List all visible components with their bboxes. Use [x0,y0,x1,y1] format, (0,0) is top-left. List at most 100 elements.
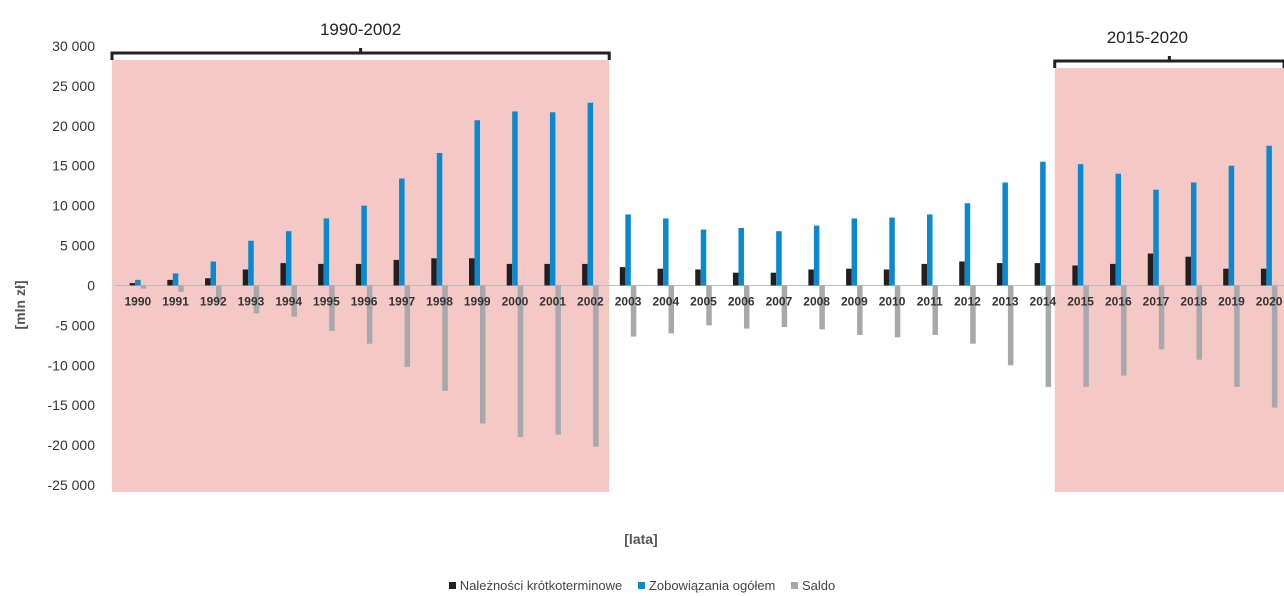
x-tick-label: 2013 [992,294,1019,308]
bar [1121,285,1127,376]
bar [1072,265,1078,286]
y-tick-label: 15 000 [52,158,95,174]
bar [663,218,669,286]
x-tick-label: 2019 [1218,294,1245,308]
y-tick-label: 25 000 [52,78,95,94]
legend-item-balance: Saldo [791,578,835,593]
bar [1234,285,1240,387]
y-tick-label: -15 000 [48,397,96,413]
bar [1190,182,1197,286]
bar [393,259,400,286]
bar [668,285,675,334]
x-tick-label: 2008 [803,294,830,308]
x-tick-label: 1992 [200,294,227,308]
bar [216,285,222,303]
bar [587,102,594,286]
x-tick-label: 1993 [238,294,265,308]
highlight-region [1054,68,1284,492]
bar [431,258,437,286]
bar [323,218,330,286]
bar [932,285,939,335]
bar [140,285,147,289]
bar [593,285,599,447]
y-tick-label: 30 000 [52,38,95,54]
bar-series [129,102,1278,447]
bar [135,279,141,286]
bar [738,227,744,286]
bar [1045,285,1052,387]
x-tick-label: 1998 [426,294,453,308]
bar [1110,263,1116,286]
bar [1271,285,1278,408]
y-axis-label: [mln zł] [12,281,28,330]
bar [582,263,588,286]
legend-label-receivables: Należności krótkoterminowe [459,578,623,593]
x-tick-label: 2012 [954,294,981,308]
bar [361,205,367,286]
bar [468,258,475,286]
highlight-bracket [1053,56,1284,68]
bar [248,240,254,286]
bar [695,269,701,286]
x-tick-label: 2010 [879,294,906,308]
bar [921,263,928,286]
bar [399,178,405,286]
bar [743,285,750,329]
bar [706,285,712,326]
bar [291,285,297,317]
bar [404,285,411,367]
bar [280,263,286,286]
bar [813,225,820,286]
x-tick-label: 2009 [841,294,868,308]
bar [857,285,863,335]
legend-swatch-balance [791,582,799,589]
bar [883,269,890,286]
y-tick-label: -25 000 [48,477,96,493]
bar [808,269,814,286]
bar [732,272,739,286]
bar [285,231,292,286]
x-tick-label: 2018 [1180,294,1207,308]
bar [549,112,556,286]
y-axis-ticks: 30 000 25 000 20 000 15 000 10 000 5 000 0 -5 0… [48,38,96,493]
bar [927,214,933,286]
bar [1228,165,1235,286]
bar [442,285,448,391]
bar [242,269,249,286]
x-tick-label: 2002 [577,294,604,308]
bar [1034,263,1041,286]
bar [318,263,324,286]
bar [544,263,550,286]
legend-item-receivables: Należności krótkoterminowe [448,578,623,593]
bar [1040,161,1046,286]
bar [1147,253,1154,286]
x-tick-label: 1996 [351,294,378,308]
x-tick-label: 2004 [652,294,679,308]
x-tick-label: 2003 [615,294,642,308]
bar [1158,285,1165,350]
bar [355,263,362,286]
bar [329,285,335,331]
bar [657,268,664,286]
highlight-regions [112,60,1284,492]
legend-swatch-liabilities [637,582,645,589]
bar [781,285,788,327]
bar [1002,182,1008,286]
x-tick-label: 1991 [162,294,189,308]
bar [178,285,184,292]
bar [555,285,561,435]
bar [172,273,179,286]
x-tick-label: 2001 [539,294,566,308]
bar [1223,268,1229,286]
bar [129,283,136,286]
y-tick-label: 20 000 [52,118,95,134]
bar [1007,285,1014,366]
x-tick-label: 2015 [1067,294,1094,308]
bar [819,285,825,330]
bar [479,285,486,424]
bar [996,263,1003,286]
bar [506,263,513,286]
bar [770,272,777,286]
x-tick-label: 2016 [1105,294,1132,308]
bar [700,229,707,286]
